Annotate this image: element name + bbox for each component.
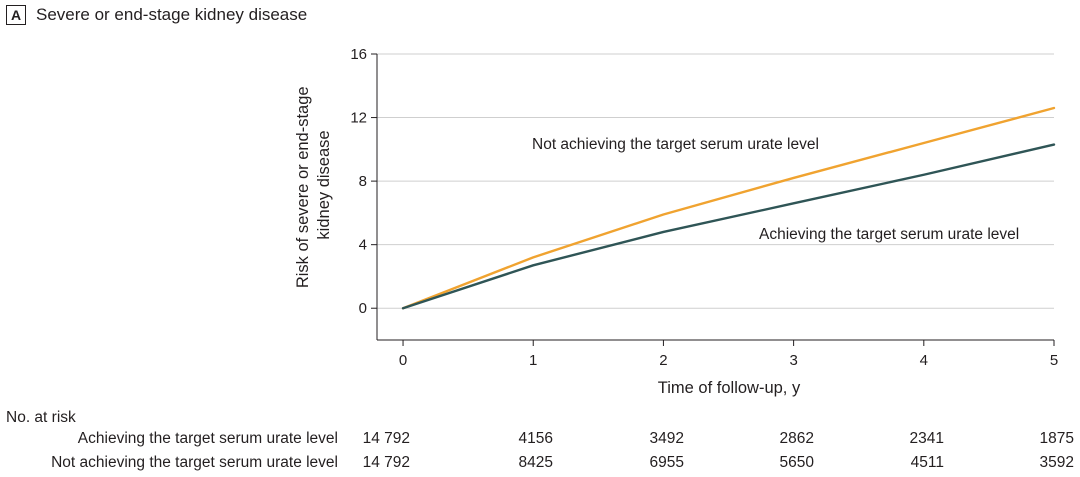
risk-cell: 5650 [779, 454, 814, 471]
risk-cell: 4156 [518, 430, 553, 447]
x-tick-label: 0 [399, 352, 407, 369]
risk-table-heading: No. at risk [6, 409, 76, 426]
risk-cell: 3492 [649, 430, 684, 447]
series-lines [401, 106, 1056, 310]
x-tick-label: 4 [920, 352, 928, 369]
y-axis-title-line-1: Risk of severe or end-stage [294, 86, 312, 288]
series-line-0 [401, 106, 1056, 310]
panel-letter-badge: A [6, 5, 26, 25]
x-tick-label: 5 [1050, 352, 1058, 369]
y-tick-label: 4 [359, 237, 367, 254]
risk-row-label: Achieving the target serum urate level [77, 430, 338, 447]
risk-cell: 14 792 [362, 454, 410, 471]
y-tick-label: 0 [359, 300, 367, 317]
risk-cell: 6955 [649, 454, 684, 471]
y-tick-label: 12 [350, 110, 367, 127]
risk-cell: 2862 [779, 430, 814, 447]
series-line-1 [401, 143, 1056, 310]
series-label-not-achieving: Not achieving the target serum urate lev… [532, 136, 819, 153]
series-label-achieving: Achieving the target serum urate level [759, 226, 1019, 243]
x-tick-label: 1 [529, 352, 537, 369]
risk-cell: 4511 [910, 454, 944, 471]
gridlines [377, 53, 1054, 309]
risk-row-label: Not achieving the target serum urate lev… [51, 454, 338, 471]
risk-cell: 14 792 [362, 430, 410, 447]
y-axis-title: Risk of severe or end-stage kidney disea… [294, 82, 333, 288]
x-tick-label: 3 [789, 352, 797, 369]
y-tick-label: 8 [359, 173, 367, 190]
risk-cell: 8425 [518, 454, 553, 471]
x-tick-label: 2 [659, 352, 667, 369]
risk-cell: 2341 [909, 430, 944, 447]
risk-cell: 1875 [1039, 430, 1074, 447]
y-tick-label: 16 [350, 46, 367, 63]
x-axis-title: Time of follow-up, y [658, 379, 801, 397]
y-axis-title-line-2: kidney disease [315, 130, 333, 239]
panel-title: Severe or end-stage kidney disease [36, 5, 308, 24]
risk-cell: 3592 [1039, 454, 1074, 471]
